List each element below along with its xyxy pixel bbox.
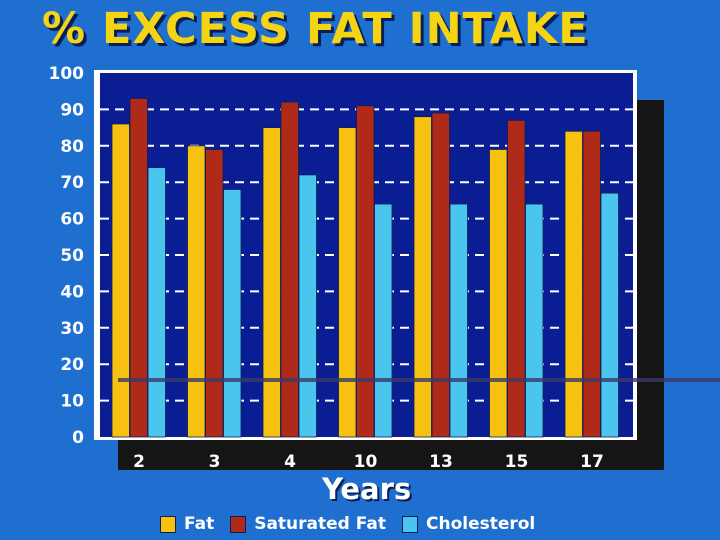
legend-label: Cholesterol xyxy=(425,514,536,534)
plot-shadow-right xyxy=(637,100,664,470)
bar-fat-4 xyxy=(262,127,281,438)
bar-cholesterol-15 xyxy=(525,203,544,438)
bar-saturated-fat-17 xyxy=(582,130,601,438)
y-tick-label-100: 100 xyxy=(49,64,85,84)
bar-saturated-fat-13 xyxy=(431,112,450,438)
bar-fat-13 xyxy=(413,116,432,438)
y-tick-label-0: 0 xyxy=(72,428,84,448)
y-tick-label-90: 90 xyxy=(60,100,84,120)
legend-swatch xyxy=(230,515,247,533)
legend: Fat Saturated Fat Cholesterol xyxy=(160,514,551,534)
legend-label: Saturated Fat xyxy=(254,514,386,534)
bar-cholesterol-13 xyxy=(449,203,468,438)
x-tick-label-10: 10 xyxy=(354,452,378,472)
y-tick-label-10: 10 xyxy=(60,392,84,412)
y-tick-label-30: 30 xyxy=(60,319,84,339)
chart-title: % EXCESS FAT INTAKE xyxy=(42,4,589,54)
bar-cholesterol-3 xyxy=(223,189,242,438)
bar-saturated-fat-15 xyxy=(507,119,526,438)
legend-item-saturated-fat: Saturated Fat xyxy=(230,514,386,534)
bar-cholesterol-4 xyxy=(298,174,317,438)
bar-fat-15 xyxy=(489,149,508,438)
x-axis-label: Years xyxy=(322,472,412,506)
y-tick-label-50: 50 xyxy=(60,246,84,266)
bar-saturated-fat-10 xyxy=(356,105,375,438)
y-tick-label-80: 80 xyxy=(60,137,84,157)
legend-item-cholesterol: Cholesterol xyxy=(401,514,536,534)
y-tick-label-60: 60 xyxy=(60,210,84,230)
bar-cholesterol-2 xyxy=(147,167,166,438)
bar-saturated-fat-4 xyxy=(280,101,299,438)
x-tick-label-3: 3 xyxy=(209,452,221,472)
x-tick-label-15: 15 xyxy=(505,452,529,472)
bar-saturated-fat-3 xyxy=(205,149,224,438)
bar-fat-2 xyxy=(111,123,130,438)
legend-swatch xyxy=(401,515,418,533)
y-tick-label-20: 20 xyxy=(60,355,84,375)
plot-shadow-bottom xyxy=(118,440,664,470)
bar-cholesterol-10 xyxy=(374,203,393,438)
legend-label: Fat xyxy=(184,514,215,534)
y-tick-label-40: 40 xyxy=(60,282,84,302)
legend-swatch xyxy=(160,515,176,533)
bar-fat-17 xyxy=(564,130,583,438)
x-tick-label-2: 2 xyxy=(133,452,145,472)
x-tick-label-13: 13 xyxy=(429,452,453,472)
bar-cholesterol-17 xyxy=(600,192,619,438)
legend-item-fat: Fat xyxy=(160,514,214,534)
x-tick-label-4: 4 xyxy=(284,452,296,472)
bar-fat-10 xyxy=(338,127,357,438)
bar-saturated-fat-2 xyxy=(129,98,148,438)
x-tick-label-17: 17 xyxy=(580,452,604,472)
y-tick-label-70: 70 xyxy=(60,173,84,193)
bar-fat-3 xyxy=(187,145,206,438)
